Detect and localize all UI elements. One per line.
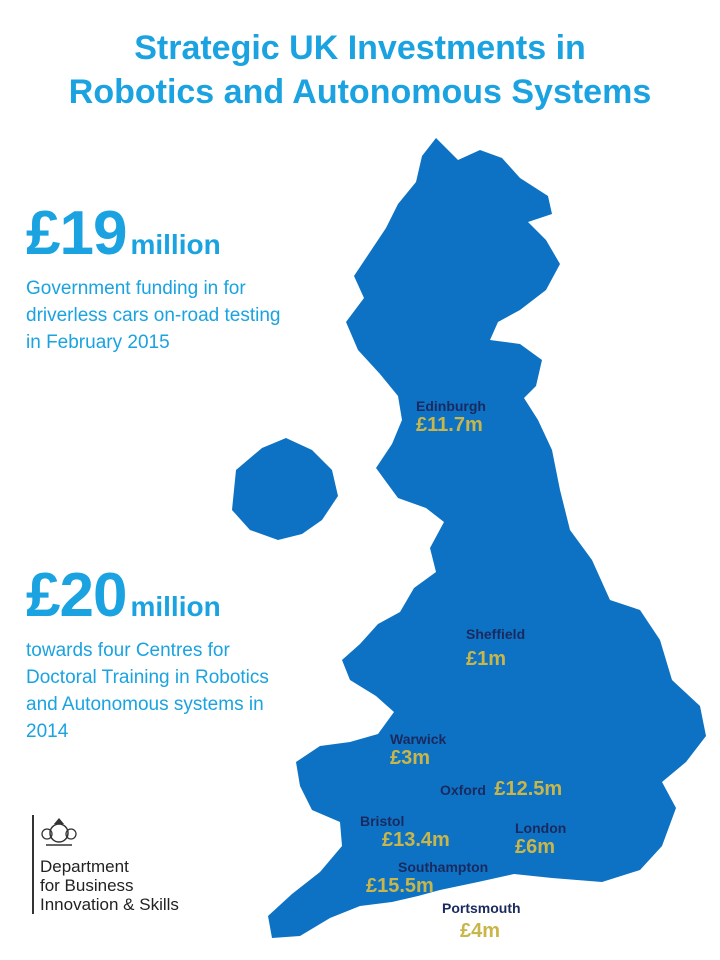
city-name: Oxford [440, 781, 486, 798]
city-sheffield: Sheffield £1m [466, 626, 525, 671]
stat-unit: million [130, 591, 221, 622]
city-warwick: Warwick £3m [390, 731, 446, 770]
city-name: Warwick [390, 731, 447, 747]
stat-description: Government funding in for driverless car… [26, 278, 281, 353]
city-name: Southampton [398, 859, 489, 875]
city-name: Portsmouth [442, 900, 521, 916]
city-london: London £6m [515, 820, 566, 859]
great-britain-shape [268, 138, 706, 938]
city-oxford: Oxford £12.5m [440, 778, 562, 801]
city-amount: £3m [390, 747, 431, 769]
title-line-1: Strategic UK Investments in [134, 29, 586, 67]
stat-driverless-cars: £19 million Government funding in for dri… [26, 198, 296, 356]
stat-amount: £19 [26, 199, 127, 268]
stat-description: towards four Centres for Doctoral Traini… [26, 640, 269, 742]
city-edinburgh: Edinburgh £11.7m [416, 398, 486, 437]
stat-doctoral-training: £20 million towards four Centres for Doct… [26, 560, 296, 745]
city-amount: £4m [460, 920, 501, 942]
city-name: Bristol [360, 813, 405, 829]
crest-icon [41, 818, 77, 846]
city-bristol: Bristol £13.4m [360, 813, 450, 852]
city-name: Sheffield [466, 626, 526, 642]
logo-line-3: Innovation & Skills [40, 895, 179, 914]
city-amount: £6m [515, 836, 556, 858]
city-amount: £1m [466, 648, 507, 670]
city-amount: £12.5m [494, 778, 563, 800]
city-amount: £15.5m [366, 875, 434, 897]
stat-amount: £20 [26, 561, 127, 630]
city-amount: £11.7m [416, 414, 483, 436]
city-portsmouth: Portsmouth £4m [442, 900, 521, 943]
city-name: London [515, 820, 567, 836]
title-line-2: Robotics and Autonomous Systems [68, 73, 652, 111]
city-amount: £13.4m [382, 829, 450, 851]
city-name: Edinburgh [416, 398, 486, 414]
logo-line-2: for Business [40, 876, 134, 895]
bis-logo: Department for Business Innovation & Ski… [32, 815, 240, 914]
northern-ireland-shape [232, 438, 338, 540]
page-title: Strategic UK Investments in Robotics and… [0, 26, 720, 114]
stat-unit: million [130, 229, 221, 260]
city-southampton: Southampton £15.5m [366, 859, 488, 898]
logo-line-1: Department [40, 857, 129, 876]
